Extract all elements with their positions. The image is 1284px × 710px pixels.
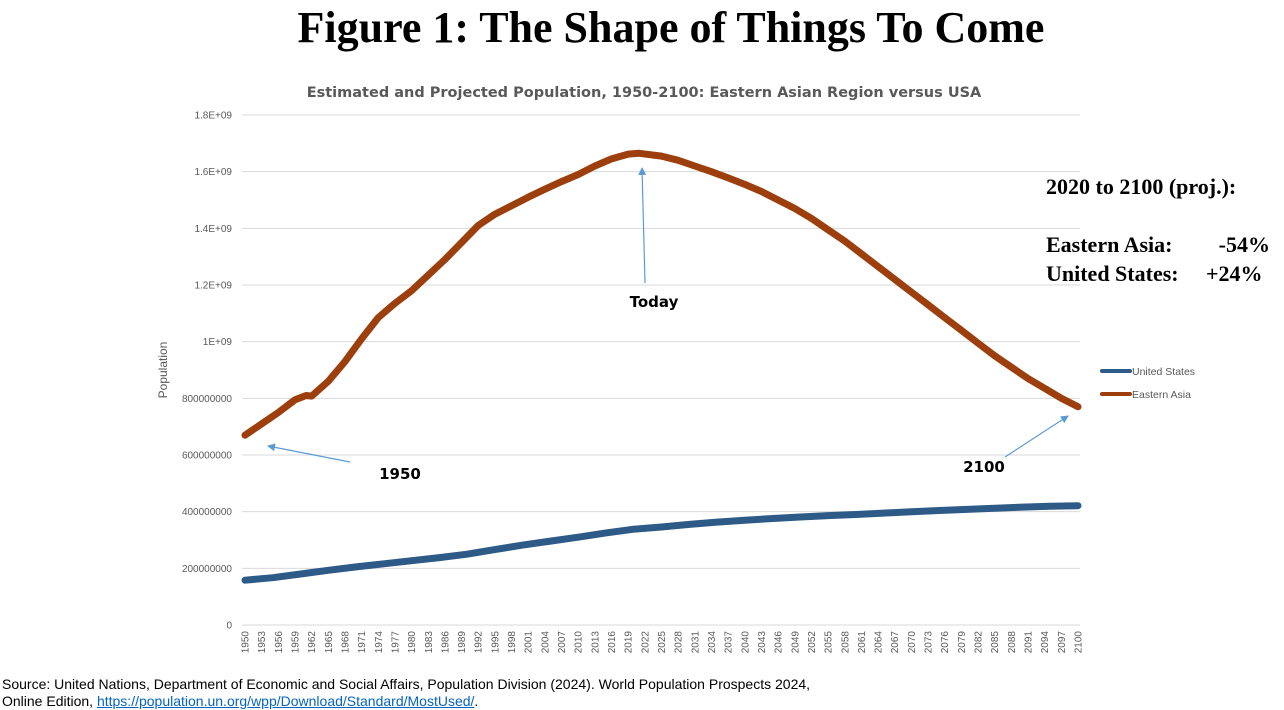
x-tick-label: 2097 (1057, 631, 1068, 654)
y-tick-label: 1E+09 (203, 337, 233, 348)
stats-heading: 2020 to 2100 (proj.): (1046, 174, 1237, 199)
x-tick-label: 2061 (857, 631, 868, 654)
annotations: Today 1950 2100 (267, 167, 1069, 483)
y-tick-label: 0 (226, 621, 232, 632)
x-tick-label: 1986 (440, 631, 451, 654)
x-tick-label: 2049 (790, 631, 801, 654)
x-tick-label: 2064 (874, 631, 885, 654)
x-tick-label: 1974 (374, 631, 385, 654)
x-tick-label: 1965 (324, 631, 335, 654)
x-tick-label: 1953 (257, 631, 268, 654)
x-tick-label: 1971 (357, 631, 368, 654)
x-tick-label: 2034 (707, 631, 718, 654)
x-tick-label: 2094 (1040, 631, 1051, 654)
x-tick-label: 2016 (607, 631, 618, 654)
x-tick-label: 1962 (307, 631, 318, 654)
x-tick-label: 2091 (1024, 631, 1035, 654)
x-tick-label: 1959 (290, 631, 301, 654)
x-tick-label: 2046 (774, 631, 785, 654)
stats-box: 2020 to 2100 (proj.): Eastern Asia: -54%… (1046, 172, 1278, 288)
stats-value: -54% (1218, 232, 1270, 257)
x-tick-label: 2067 (890, 631, 901, 654)
series-lines (241, 149, 1082, 584)
x-tick-label: 1989 (457, 631, 468, 654)
x-tick-label: 1956 (274, 631, 285, 654)
y-tick-label: 600000000 (182, 451, 232, 462)
legend: United States Eastern Asia (1100, 366, 1195, 401)
x-tick-label: 2043 (757, 631, 768, 654)
x-tick-label: 2040 (740, 631, 751, 654)
x-axis-ticks: 1950 1953 1956 1959 1962 1965 1968 1971 1974 1977… (241, 631, 1085, 654)
x-tick-label: 2004 (540, 631, 551, 654)
x-tick-label: 2073 (924, 631, 935, 654)
legend-label: Eastern Asia (1132, 389, 1191, 401)
y-tick-label: 1.6E+09 (194, 167, 232, 178)
source-note: Source: United Nations, Department of Ec… (2, 676, 810, 710)
stats-value: +24% (1206, 261, 1263, 286)
y-tick-label: 200000000 (182, 564, 232, 575)
y-axis-ticks: 0 200000000 400000000 600000000 800000000 1E+… (182, 111, 233, 632)
x-tick-label: 1992 (474, 631, 485, 654)
x-tick-label: 2013 (590, 631, 601, 654)
x-tick-label: 2001 (524, 631, 535, 654)
x-tick-label: 2007 (557, 631, 568, 654)
source-link[interactable]: https://population.un.org/wpp/Download/S… (96, 693, 475, 709)
y-tick-label: 400000000 (182, 507, 232, 518)
x-tick-label: 2022 (640, 631, 651, 654)
x-tick-label: 2079 (957, 631, 968, 654)
annotation-label-2100: 2100 (963, 458, 1005, 476)
stats-label: United States: (1046, 261, 1179, 286)
annotation-label-1950: 1950 (379, 465, 421, 483)
x-tick-label: 1983 (424, 631, 435, 654)
x-tick-label: 1995 (490, 631, 501, 654)
eastern-asia-line (241, 149, 1082, 439)
grid-lines (242, 114, 1080, 569)
x-tick-label: 2025 (657, 631, 668, 654)
x-tick-label: 2082 (974, 631, 985, 654)
x-tick-label: 2010 (574, 631, 585, 654)
y-tick-label: 1.4E+09 (194, 224, 232, 235)
x-tick-label: 2100 (1074, 631, 1085, 654)
x-tick-label: 1998 (507, 631, 518, 654)
source-line-2: Online Edition, https://population.un.or… (2, 693, 810, 710)
source-line-1: Source: United Nations, Department of Ec… (2, 676, 811, 692)
legend-label: United States (1132, 366, 1195, 378)
x-tick-label: 2028 (674, 631, 685, 654)
x-tick-label: 1950 (241, 631, 252, 654)
annotation-arrow-2100 (1004, 415, 1069, 458)
figure-title: Figure 1: The Shape of Things To Come (297, 3, 1045, 52)
x-tick-label: 2037 (724, 631, 735, 654)
x-tick-label: 2055 (824, 631, 835, 654)
y-tick-label: 1.2E+09 (194, 281, 232, 292)
x-tick-label: 2076 (940, 631, 951, 654)
y-tick-label: 1.8E+09 (194, 111, 232, 122)
x-tick-label: 1968 (340, 631, 351, 654)
x-tick-label: 2058 (840, 631, 851, 654)
x-tick-label: 2070 (907, 631, 918, 654)
united-states-line (241, 502, 1082, 584)
y-tick-label: 800000000 (182, 394, 232, 405)
x-tick-label: 2052 (807, 631, 818, 654)
source-prefix: Online Edition, (2, 693, 97, 709)
x-tick-label: 1977 (390, 631, 401, 654)
annotation-arrow-1950 (267, 443, 351, 463)
source-suffix: . (474, 693, 479, 709)
x-tick-label: 2085 (990, 631, 1001, 654)
annotation-arrow-today (638, 167, 647, 284)
x-tick-label: 2031 (690, 631, 701, 654)
y-axis-label: Population (156, 342, 170, 399)
x-tick-label: 1980 (407, 631, 418, 654)
chart-title: Estimated and Projected Population, 1950… (307, 85, 982, 101)
stats-label: Eastern Asia: (1046, 232, 1173, 257)
x-tick-label: 2019 (624, 631, 635, 654)
x-tick-label: 2088 (1007, 631, 1018, 654)
annotation-label-today: Today (630, 293, 679, 311)
stats-row-eastern-asia: Eastern Asia: -54% (1046, 230, 1278, 259)
stats-row-united-states: United States: +24% (1046, 259, 1278, 288)
